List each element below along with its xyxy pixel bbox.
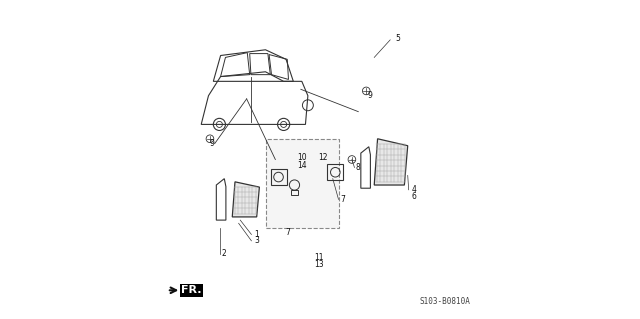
Text: 7: 7 bbox=[340, 195, 346, 204]
Polygon shape bbox=[374, 139, 408, 185]
Text: FR.: FR. bbox=[181, 285, 202, 295]
Text: 7: 7 bbox=[285, 228, 290, 237]
Text: 2: 2 bbox=[221, 249, 226, 258]
Bar bbox=[266, 139, 339, 228]
Text: 9: 9 bbox=[210, 139, 215, 148]
Text: 8: 8 bbox=[356, 163, 360, 172]
Text: 13: 13 bbox=[314, 260, 324, 269]
Text: 11: 11 bbox=[314, 253, 324, 262]
Polygon shape bbox=[232, 182, 259, 217]
Text: 1: 1 bbox=[255, 230, 259, 239]
Text: 9: 9 bbox=[367, 91, 372, 100]
Text: 3: 3 bbox=[255, 236, 259, 245]
Text: S103-B0810A: S103-B0810A bbox=[419, 297, 470, 306]
Text: 5: 5 bbox=[395, 34, 400, 43]
Text: FR.: FR. bbox=[181, 285, 202, 295]
Text: 14: 14 bbox=[297, 161, 307, 170]
Text: 12: 12 bbox=[318, 153, 328, 162]
Text: 10: 10 bbox=[297, 153, 307, 162]
Text: 6: 6 bbox=[412, 192, 417, 201]
Text: 4: 4 bbox=[412, 185, 417, 194]
